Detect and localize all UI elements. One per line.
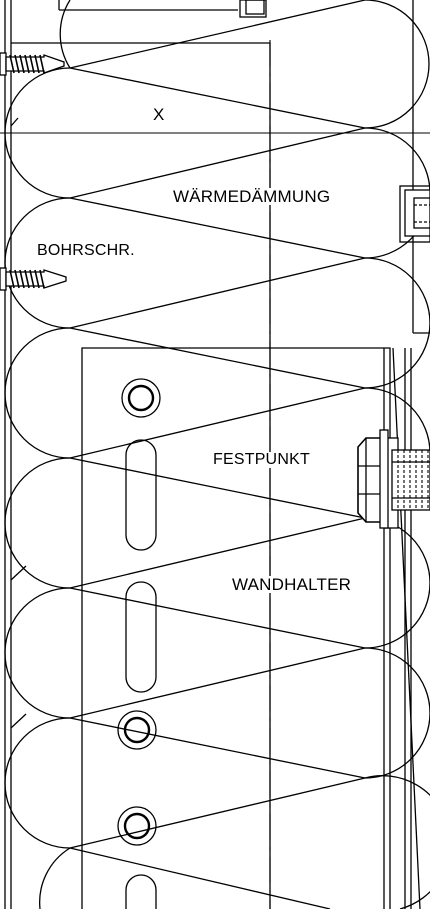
- profile-clip: [404, 189, 430, 237]
- fixed-point-bolt: [357, 429, 430, 529]
- wall-bracket-label: WANDHALTER: [232, 575, 352, 594]
- screw-label: BOHRSCHR.: [37, 242, 135, 259]
- wall-bracket-outline: [81, 347, 391, 909]
- mounting-holes: [117, 378, 161, 846]
- slotted-holes: [125, 439, 157, 909]
- insulation-label: WÄRMEDÄMMUNG: [173, 187, 331, 206]
- left-ticks: [10, 117, 27, 729]
- fixed-point-label: FESTPUNKT: [213, 451, 310, 468]
- x-mark-label: X: [153, 105, 165, 124]
- screw-bottom: [0, 267, 67, 291]
- screw-top: [0, 52, 65, 76]
